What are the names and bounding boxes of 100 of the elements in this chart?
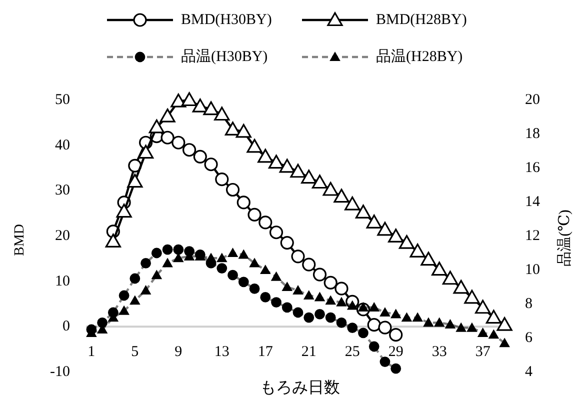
point <box>346 300 358 310</box>
point <box>282 282 293 292</box>
legend-label: 品温(H28BY) <box>376 48 463 65</box>
point <box>314 292 326 302</box>
point <box>380 356 390 367</box>
point <box>193 150 207 164</box>
point <box>203 101 219 116</box>
point <box>151 248 162 258</box>
x-tick-label: 21 <box>301 344 316 360</box>
point <box>456 322 466 332</box>
point <box>236 196 250 210</box>
point <box>303 290 314 300</box>
point <box>366 214 382 228</box>
point <box>355 204 372 218</box>
point <box>216 263 228 274</box>
point <box>410 244 426 258</box>
point <box>160 108 176 122</box>
point <box>206 252 216 262</box>
point <box>215 172 229 186</box>
point <box>388 228 404 243</box>
y-tick-label: 30 <box>55 182 70 199</box>
y-tick-label: 40 <box>55 137 70 154</box>
point <box>258 148 274 163</box>
point <box>312 268 327 282</box>
point <box>270 271 282 281</box>
point <box>216 252 228 262</box>
point <box>170 94 186 108</box>
point <box>140 258 151 268</box>
point <box>160 130 174 144</box>
point <box>390 363 402 374</box>
point <box>358 302 369 312</box>
y-axis-title: BMD <box>12 224 28 256</box>
point <box>105 234 121 248</box>
y2-tick-label: 8 <box>525 296 532 312</box>
point <box>271 297 282 308</box>
point <box>444 319 456 328</box>
point <box>336 318 347 328</box>
point <box>368 302 380 312</box>
point <box>398 235 415 249</box>
point <box>304 312 314 323</box>
point <box>173 244 184 255</box>
point <box>390 308 402 318</box>
point <box>280 236 294 250</box>
point <box>380 307 390 317</box>
point <box>260 292 271 302</box>
point <box>162 244 173 255</box>
point <box>292 307 304 318</box>
legend-label: BMD(H30BY) <box>181 12 272 28</box>
point <box>312 174 328 189</box>
point <box>477 328 488 337</box>
x-tick-label: 5 <box>131 344 139 360</box>
point <box>246 138 262 153</box>
point <box>192 98 208 112</box>
point <box>488 329 500 339</box>
point <box>432 262 448 276</box>
y2-tick-label: 12 <box>525 228 540 244</box>
point <box>442 270 458 285</box>
point <box>181 92 198 106</box>
point <box>486 310 502 324</box>
point <box>228 270 238 280</box>
point <box>377 222 393 236</box>
y2-tick-label: 14 <box>525 194 540 210</box>
y2-axis-title: 品温(℃) <box>556 210 573 266</box>
x-tick-label: 33 <box>432 344 447 360</box>
point <box>453 280 469 294</box>
x-tick-label: 25 <box>344 344 360 360</box>
y2-tick-label: 6 <box>525 330 533 346</box>
point <box>464 290 480 304</box>
point <box>226 182 240 197</box>
point <box>336 296 347 306</box>
point <box>172 136 186 150</box>
point <box>434 317 445 327</box>
point <box>260 264 271 274</box>
point <box>499 338 510 348</box>
point <box>130 273 140 284</box>
point <box>269 226 284 240</box>
y-tick-label: 10 <box>55 273 70 290</box>
point <box>389 328 403 342</box>
point <box>268 154 284 169</box>
point <box>466 322 478 332</box>
point <box>322 182 338 196</box>
point <box>236 124 252 138</box>
point <box>224 122 241 136</box>
point <box>238 276 249 288</box>
point <box>325 295 336 305</box>
point <box>314 309 325 320</box>
x-tick-label: 1 <box>88 344 96 360</box>
x-tick-label: 9 <box>174 344 182 360</box>
point <box>420 252 436 266</box>
y2-tick-label: 16 <box>525 160 540 176</box>
point <box>290 164 306 178</box>
point <box>412 312 423 322</box>
point <box>118 290 130 301</box>
point <box>151 270 162 280</box>
point <box>334 282 348 296</box>
point <box>282 302 292 313</box>
point <box>138 144 154 159</box>
y-tick-label: 50 <box>55 92 70 108</box>
legend-label: 品温(H30BY) <box>181 48 268 65</box>
point <box>325 312 336 323</box>
